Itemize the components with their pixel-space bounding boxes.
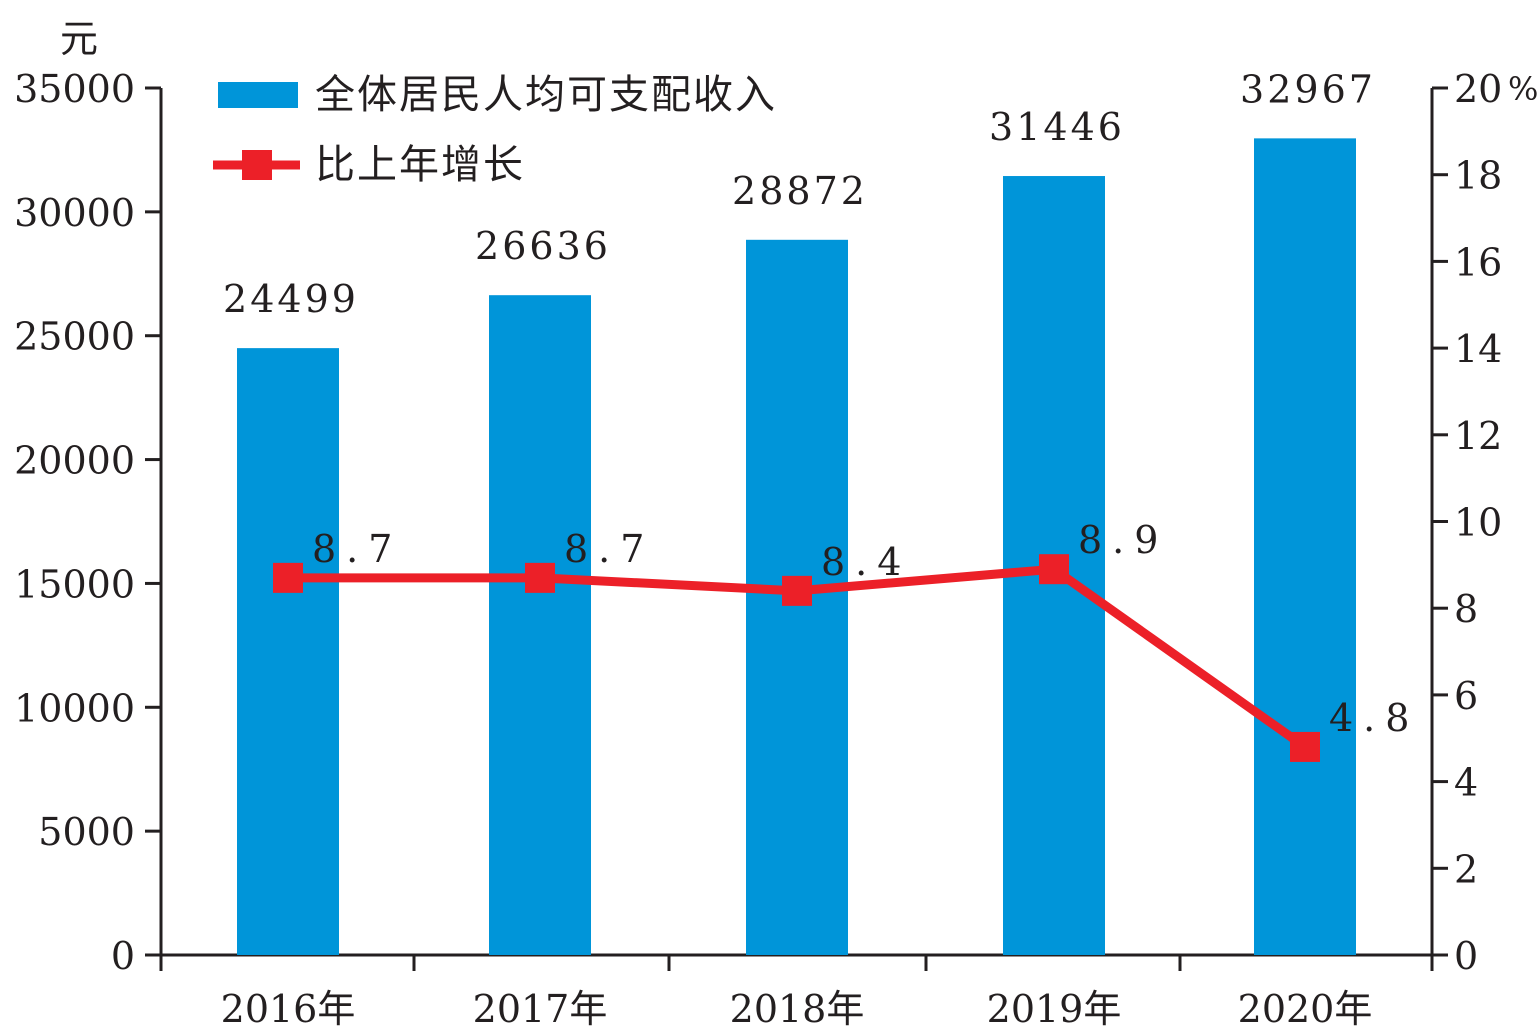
right-tick-label: 6 [1454,674,1478,718]
left-axis-unit: 元 [60,17,98,61]
right-tick-label: 2 [1454,847,1478,891]
x-tick-label: 2018年 [730,987,865,1031]
right-tick-label: 20 [1454,67,1502,111]
legend-bar-label: 全体居民人均可支配收入 [315,72,777,118]
growth-marker [273,562,303,593]
growth-value-label: 8.4 [821,540,911,584]
legend-bar-swatch [218,82,298,108]
right-tick-label: 18 [1454,154,1502,198]
bar-value-label: 26636 [475,224,611,268]
growth-marker [1290,731,1320,762]
left-tick-label: 30000 [14,191,135,235]
x-tick-label: 2016年 [221,987,356,1031]
growth-value-label: 8.9 [1078,518,1168,562]
x-tick-label: 2017年 [473,987,608,1031]
axes: 0 5000 10000 15000 20000 25000 30000 35000 元 0 2 4 6… [14,17,1538,1031]
left-tick-label: 10000 [14,686,135,730]
legend-line-marker [242,150,272,180]
right-tick-label: 4 [1454,761,1478,805]
bar-value-label: 32967 [1240,67,1376,111]
right-tick-label: 12 [1454,414,1502,458]
growth-marker [782,575,812,606]
data-labels: 24499 26636 28872 31446 32967 8.7 8.7 8.4 8.9 4.8 [223,67,1419,740]
bar-value-label: 31446 [989,105,1125,149]
income-bar [237,348,339,956]
growth-value-label: 8.7 [312,527,402,571]
right-axis-unit: % [1508,70,1538,108]
growth-value-label: 8.7 [564,527,654,571]
income-bar [1254,138,1356,955]
bar-value-label: 24499 [223,277,359,321]
line-series [273,554,1320,762]
x-tick-label: 2020年 [1238,987,1373,1031]
left-tick-label: 15000 [14,562,135,606]
left-tick-label: 0 [111,934,135,978]
right-tick-label: 8 [1454,587,1478,631]
left-tick-label: 5000 [38,810,135,854]
income-bar [489,295,591,955]
growth-marker [1039,554,1069,585]
bar-series [237,138,1356,956]
right-tick-label: 10 [1454,501,1502,545]
right-tick-label: 16 [1454,240,1502,284]
growth-value-label: 4.8 [1329,696,1419,740]
growth-marker [525,562,555,593]
x-tick-label: 2019年 [987,987,1122,1031]
left-tick-label: 20000 [14,439,135,483]
bar-value-label: 28872 [732,169,868,213]
legend-line-label: 比上年增长 [315,142,525,188]
right-tick-label: 14 [1454,327,1502,371]
left-tick-label: 25000 [14,315,135,359]
right-tick-label: 0 [1454,934,1478,978]
left-tick-label: 35000 [14,67,135,111]
